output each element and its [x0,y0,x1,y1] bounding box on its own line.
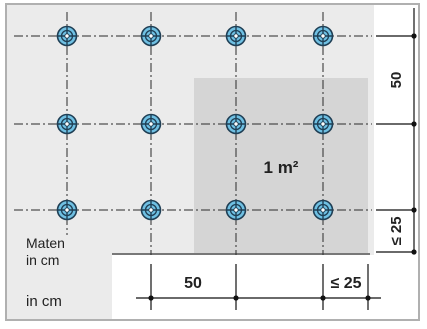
anchor-point-icon [312,113,334,135]
anchor-points [56,25,334,221]
anchor-point-icon [225,199,247,221]
anchor-point-icon [56,113,78,135]
dimension-zone-right [374,5,418,257]
units-footer-label: in cm [26,293,62,310]
dim-dot [411,207,417,213]
anchor-point-icon [312,199,334,221]
anchor-point-icon [140,113,162,135]
anchor-point-icon [312,25,334,47]
dim-dot [233,295,239,301]
dim-dot [365,295,371,301]
dimension-dots-bottom [148,295,371,301]
dimension-chain-bottom [136,264,381,310]
dim-dot [320,295,326,301]
dim-dot [148,295,154,301]
dim-dot [411,249,417,255]
dimension-dots-right [411,33,417,255]
anchor-point-icon [56,199,78,221]
anchor-point-icon [56,25,78,47]
units-label-line-2: in cm [26,252,59,268]
anchor-point-icon [140,25,162,47]
dim-horizontal-spacing-label: 50 [184,275,202,292]
dim-vertical-edge-label: ≤ 25 [388,216,405,245]
dimension-zone-bottom [112,255,418,319]
anchor-point-icon [225,25,247,47]
anchor-point-icon [140,199,162,221]
dim-horizontal-edge-label: ≤ 25 [330,275,361,292]
area-label: 1 m² [264,158,299,177]
dim-dot [411,121,417,127]
dim-dot [411,33,417,39]
anchor-point-icon [225,113,247,135]
units-label-line-1: Maten [26,235,65,251]
area-square [194,78,368,253]
dim-vertical-spacing-label: 50 [388,72,405,89]
